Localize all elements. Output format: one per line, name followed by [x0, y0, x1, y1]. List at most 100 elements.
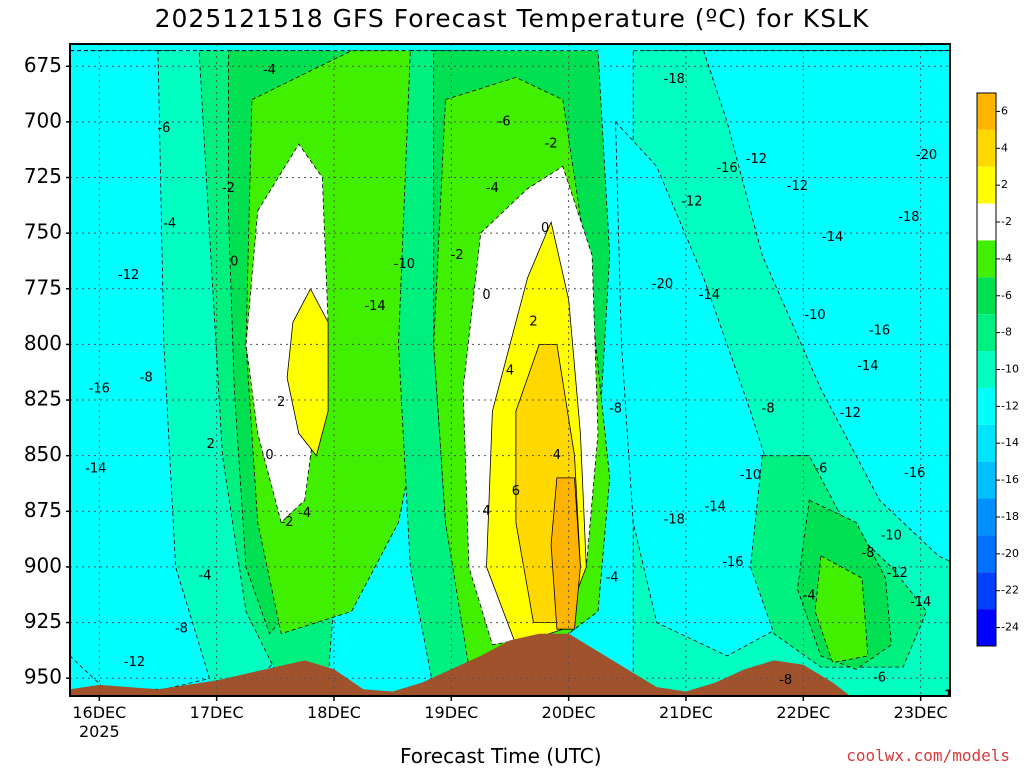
contour-label-5: -12	[118, 268, 139, 283]
colorbar-label-6: -8	[1001, 326, 1012, 339]
x-tick-label-6: 22DEC	[776, 703, 830, 722]
contour-label-68: -16	[939, 689, 960, 704]
y-tick-label-3: 750	[24, 220, 62, 244]
contour-label-67: -14	[980, 660, 1001, 675]
y-tick-label-6: 825	[24, 387, 62, 411]
contour-label-28: 6	[512, 484, 520, 499]
contour-label-20: -4	[486, 181, 499, 196]
contour-label-3: -4	[163, 217, 176, 232]
chart-title: 2025121518 GFS Forecast Temperature (ºC)…	[154, 4, 870, 33]
colorbar-swatch-12	[977, 535, 996, 573]
colorbar-label-14: -24	[1001, 621, 1019, 634]
contour-label-62: -16	[1016, 299, 1024, 314]
contour-label-65: -16	[904, 466, 925, 481]
contour-label-0: -4	[263, 63, 276, 78]
plot-frame	[69, 43, 951, 697]
contour-label-29: 4	[482, 504, 490, 519]
contour-label-21: -2	[451, 248, 464, 263]
contour-label-32: -18	[664, 72, 685, 87]
colorbar-label-0: 6	[1001, 104, 1008, 117]
contour-label-39: -14	[705, 499, 726, 514]
contour-label-54: -4	[803, 588, 816, 603]
colorbar-legend: 6 4 2 -2 -4 -6 -8 -10 -12 -14 -16 -18 -20 -22 -24	[976, 92, 1019, 647]
contour-label-31: -4	[606, 571, 619, 586]
contour-label-18: -14	[364, 299, 385, 314]
colorbar-label-9: -14	[1001, 436, 1019, 449]
contour-label-50: -10	[881, 528, 902, 543]
contour-label-27: 4	[553, 448, 561, 463]
contour-label-48: -10	[740, 468, 761, 483]
contour-label-38: -18	[664, 513, 685, 528]
contour-label-25: 2	[529, 315, 537, 330]
contour-label-23: 0	[541, 221, 549, 236]
contour-label-36: -20	[652, 277, 673, 292]
colorbar-swatch-11	[977, 498, 996, 536]
contour-label-34: -12	[746, 152, 767, 167]
colorbar-swatch-3	[977, 203, 996, 241]
y-tick-label-10: 925	[24, 609, 62, 633]
contour-label-30: -8	[609, 401, 622, 416]
contour-label-41: -12	[787, 179, 808, 194]
contour-labels: -4 -6 -2 -4 0 -12 -16 -8 2 2 0 -14 -2 -4 -4 -8 -12 -10 -14…	[85, 63, 1024, 704]
contour-label-61: -18	[1004, 199, 1024, 214]
y-tick-label-7: 850	[24, 442, 62, 466]
contour-label-46: -12	[840, 406, 861, 421]
contour-label-15: -8	[175, 622, 188, 637]
contour-label-60: -18	[898, 210, 919, 225]
x-tick-label-2: 18DEC	[307, 703, 361, 722]
contour-label-55: -8	[779, 673, 792, 688]
grid-lines	[70, 44, 950, 696]
contour-label-10: 0	[265, 448, 273, 463]
x-axis-label: Forecast Time (UTC)	[400, 744, 602, 768]
contour-label-19: -6	[498, 114, 511, 129]
colorbar-swatch-8	[977, 387, 996, 425]
y-tick-label-11: 950	[24, 665, 62, 689]
x-tick-sublabel-0: 2025	[79, 722, 120, 741]
temp-region-22	[286, 287, 329, 457]
x-tick-label-7: 23DEC	[894, 703, 948, 722]
temp-region-13	[814, 555, 869, 664]
contour-label-64: -16	[957, 473, 978, 488]
contour-label-56: -6	[873, 671, 886, 686]
colorbar-swatch-6	[977, 314, 996, 352]
x-tick-label-1: 17DEC	[190, 703, 244, 722]
contour-label-35: -12	[681, 194, 702, 209]
contour-label-26: 4	[506, 364, 514, 379]
contour-label-58: -20	[916, 148, 937, 163]
colorbar-swatch-5	[977, 277, 996, 315]
y-tick-label-5: 800	[24, 331, 62, 355]
colorbar-swatch-4	[977, 240, 996, 278]
colorbar-swatch-0	[977, 93, 996, 130]
y-tick-label-4: 775	[24, 275, 62, 299]
terrain-surface	[70, 633, 950, 696]
contour-label-42: -14	[822, 230, 843, 245]
colorbar-label-7: -10	[1001, 363, 1019, 376]
colorbar-swatch-1	[977, 129, 996, 167]
contour-label-1: -6	[157, 121, 170, 136]
colorbar-label-8: -12	[1001, 399, 1019, 412]
contour-label-24: -2	[545, 137, 558, 152]
x-tick-label-3: 19DEC	[424, 703, 478, 722]
contour-label-33: -16	[716, 161, 737, 176]
contour-label-14: -4	[198, 568, 211, 583]
contour-label-11: -14	[85, 462, 106, 477]
contour-label-12: -2	[281, 515, 294, 530]
contour-label-53: -14	[910, 595, 931, 610]
contour-label-43: -10	[804, 308, 825, 323]
contour-label-44: -16	[869, 324, 890, 339]
y-axis: 675 700 725 750 775 800 825 850 875 900 925 950	[24, 53, 70, 689]
colorbar-swatch-13	[977, 572, 996, 610]
contour-label-16: -12	[124, 655, 145, 670]
colorbar-swatch-2	[977, 166, 996, 204]
contour-label-51: -8	[861, 546, 874, 561]
source-credit: coolwx.com/models	[846, 746, 1010, 765]
colorbar-label-12: -20	[1001, 547, 1019, 560]
colorbar-label-11: -18	[1001, 510, 1019, 523]
colorbar-swatch-9	[977, 424, 996, 462]
contour-label-4: 0	[230, 255, 238, 270]
contour-label-63: -14	[1004, 410, 1024, 425]
colorbar-label-13: -22	[1001, 584, 1019, 597]
x-tick-label-0: 16DEC	[72, 703, 126, 722]
contour-label-17: -10	[394, 257, 415, 272]
contour-label-2: -2	[222, 181, 235, 196]
